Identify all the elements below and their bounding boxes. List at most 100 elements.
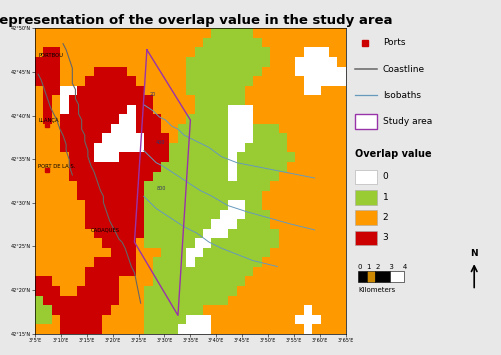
Text: 2: 2 [383, 213, 388, 222]
Bar [186, 295, 194, 305]
Bar [169, 267, 178, 277]
Bar [262, 105, 270, 114]
Bar [287, 38, 295, 48]
Bar [337, 257, 346, 267]
Text: LLANÇÀ: LLANÇÀ [38, 116, 59, 122]
Bar [111, 267, 119, 277]
Text: 1: 1 [383, 193, 388, 202]
Bar [279, 210, 287, 219]
Bar [295, 162, 304, 171]
Bar [52, 238, 60, 248]
Bar [178, 105, 186, 114]
Bar [203, 277, 211, 286]
Bar [119, 28, 127, 38]
Text: 20: 20 [150, 92, 156, 97]
Bar [321, 143, 329, 152]
Bar [44, 67, 52, 76]
Bar [228, 171, 236, 181]
Bar [86, 171, 94, 181]
Bar [52, 86, 60, 95]
Bar [262, 57, 270, 67]
Bar [35, 124, 44, 133]
Bar [102, 286, 111, 295]
Bar [178, 286, 186, 295]
Bar [136, 324, 144, 334]
Bar [161, 315, 169, 324]
Bar [287, 152, 295, 162]
Bar [203, 181, 211, 191]
Bar [329, 315, 337, 324]
Bar [287, 95, 295, 105]
Bar [279, 295, 287, 305]
Bar [44, 324, 52, 334]
Bar [102, 57, 111, 67]
Bar [44, 124, 52, 133]
Bar [304, 200, 312, 210]
Bar [254, 191, 262, 200]
Bar [304, 57, 312, 67]
Bar [69, 28, 77, 38]
Bar [279, 38, 287, 48]
Bar [186, 162, 194, 171]
Bar [86, 28, 94, 38]
Bar [102, 67, 111, 76]
Bar [186, 57, 194, 67]
Bar [194, 324, 203, 334]
Bar [60, 200, 69, 210]
Bar [220, 86, 228, 95]
Bar [194, 76, 203, 86]
Bar [153, 219, 161, 229]
Bar [86, 248, 94, 257]
Bar [102, 324, 111, 334]
Bar [312, 133, 321, 143]
Bar [186, 48, 194, 57]
Bar [295, 143, 304, 152]
Bar [102, 295, 111, 305]
Bar [86, 86, 94, 95]
Bar [220, 133, 228, 143]
Bar [245, 200, 254, 210]
Bar [329, 200, 337, 210]
Bar [111, 124, 119, 133]
Bar [203, 86, 211, 95]
Bar [44, 152, 52, 162]
Bar [77, 152, 86, 162]
Bar [329, 238, 337, 248]
Bar [321, 315, 329, 324]
Bar [211, 57, 220, 67]
Bar [270, 219, 279, 229]
Bar [136, 67, 144, 76]
Bar [312, 38, 321, 48]
Bar [186, 248, 194, 257]
Bar [295, 305, 304, 315]
Bar [287, 295, 295, 305]
Bar [337, 152, 346, 162]
Bar [52, 219, 60, 229]
Bar [52, 57, 60, 67]
Bar [144, 67, 153, 76]
Bar [321, 324, 329, 334]
Bar [203, 286, 211, 295]
Bar [228, 305, 236, 315]
Bar [295, 152, 304, 162]
Bar [52, 200, 60, 210]
Bar [161, 286, 169, 295]
Bar [337, 181, 346, 191]
Bar [203, 76, 211, 86]
Bar [77, 257, 86, 267]
Bar [52, 95, 60, 105]
Bar [178, 133, 186, 143]
Bar [111, 95, 119, 105]
Bar [304, 295, 312, 305]
Bar [295, 57, 304, 67]
Bar [254, 67, 262, 76]
Bar [194, 229, 203, 238]
Bar [304, 28, 312, 38]
Bar [186, 67, 194, 76]
Bar [321, 181, 329, 191]
Bar [236, 143, 245, 152]
Bar [127, 114, 136, 124]
Bar [329, 143, 337, 152]
Bar [220, 143, 228, 152]
Bar [102, 133, 111, 143]
